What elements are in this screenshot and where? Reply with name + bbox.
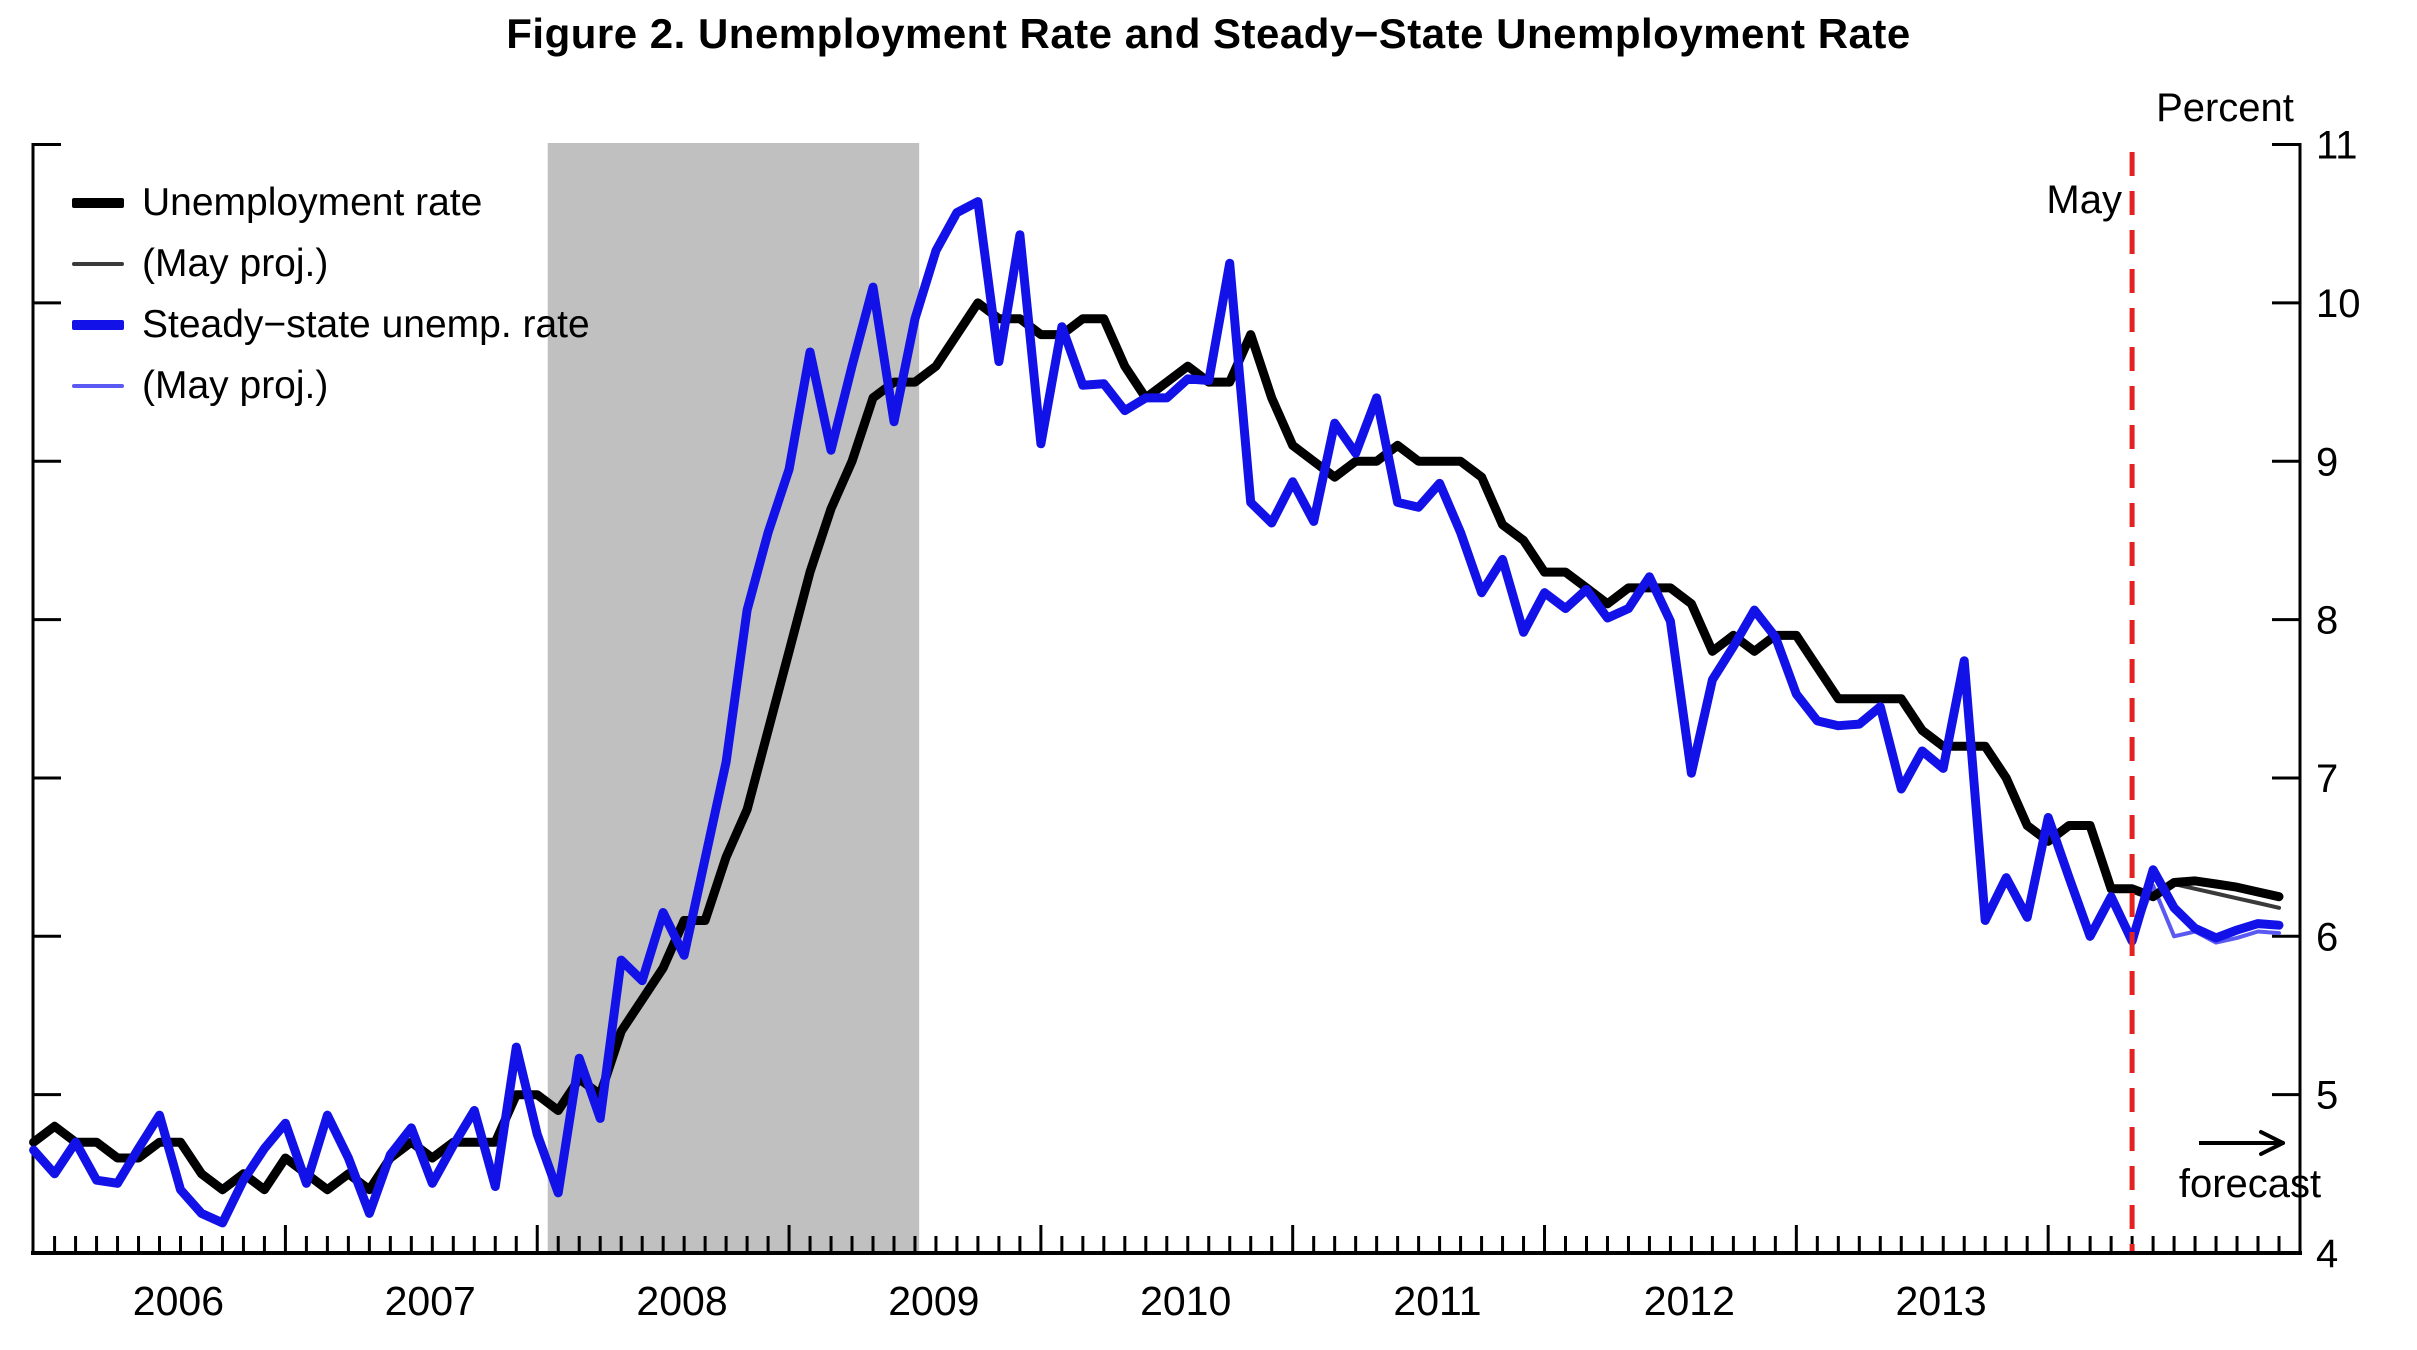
- legend-item-unemployment-rate-may-proj: (May proj.): [72, 239, 328, 289]
- legend-item-unemployment-rate: Unemployment rate: [72, 178, 482, 228]
- x-axis-year-label: 2012: [1644, 1278, 1735, 1324]
- y-axis-unit-label: Percent: [2156, 86, 2294, 130]
- legend-line-swatch-thick-black: [72, 198, 124, 208]
- legend-line-swatch-thick-blue: [72, 320, 124, 330]
- legend-line-swatch-thin-lightblue: [72, 384, 124, 388]
- x-axis-year-label: 2008: [636, 1278, 727, 1324]
- x-axis-year-label: 2007: [385, 1278, 476, 1324]
- chart-title: Figure 2. Unemployment Rate and Steady−S…: [506, 10, 1911, 57]
- y-axis-tick-label: 11: [2316, 124, 2358, 168]
- legend-label: Unemployment rate: [142, 181, 483, 224]
- y-axis-tick-label: 5: [2316, 1074, 2338, 1118]
- x-axis-year-label: 2009: [888, 1278, 979, 1324]
- legend-label: (May proj.): [142, 242, 329, 285]
- forecast-arrow-icon: [2199, 1130, 2285, 1156]
- x-axis-year-label: 2006: [133, 1278, 224, 1324]
- legend-item-steady-state-rate: Steady−state unemp. rate: [72, 300, 590, 350]
- x-axis-year-label: 2011: [1393, 1278, 1481, 1324]
- y-axis-tick-label: 10: [2316, 282, 2361, 326]
- forecast-annotation-label: forecast: [2178, 1162, 2322, 1206]
- legend-label: Steady−state unemp. rate: [142, 303, 590, 346]
- y-axis-tick-label: 9: [2316, 440, 2338, 484]
- forecast-divider-label: May: [2046, 178, 2122, 222]
- y-axis-tick-label: 4: [2316, 1232, 2338, 1276]
- y-axis-tick-label: 8: [2316, 599, 2338, 643]
- legend-label: (May proj.): [142, 364, 329, 407]
- y-axis-tick-label: 7: [2316, 757, 2338, 801]
- series-line-ur: [29, 298, 2284, 1195]
- series-line-ssur: [29, 197, 2284, 1228]
- y-axis-tick-label: 6: [2316, 915, 2338, 959]
- legend-item-steady-state-rate-may-proj: (May proj.): [72, 361, 328, 411]
- legend-line-swatch-thin-gray: [72, 262, 124, 266]
- x-axis-year-label: 2010: [1140, 1278, 1231, 1324]
- x-axis-year-label: 2013: [1896, 1278, 1987, 1324]
